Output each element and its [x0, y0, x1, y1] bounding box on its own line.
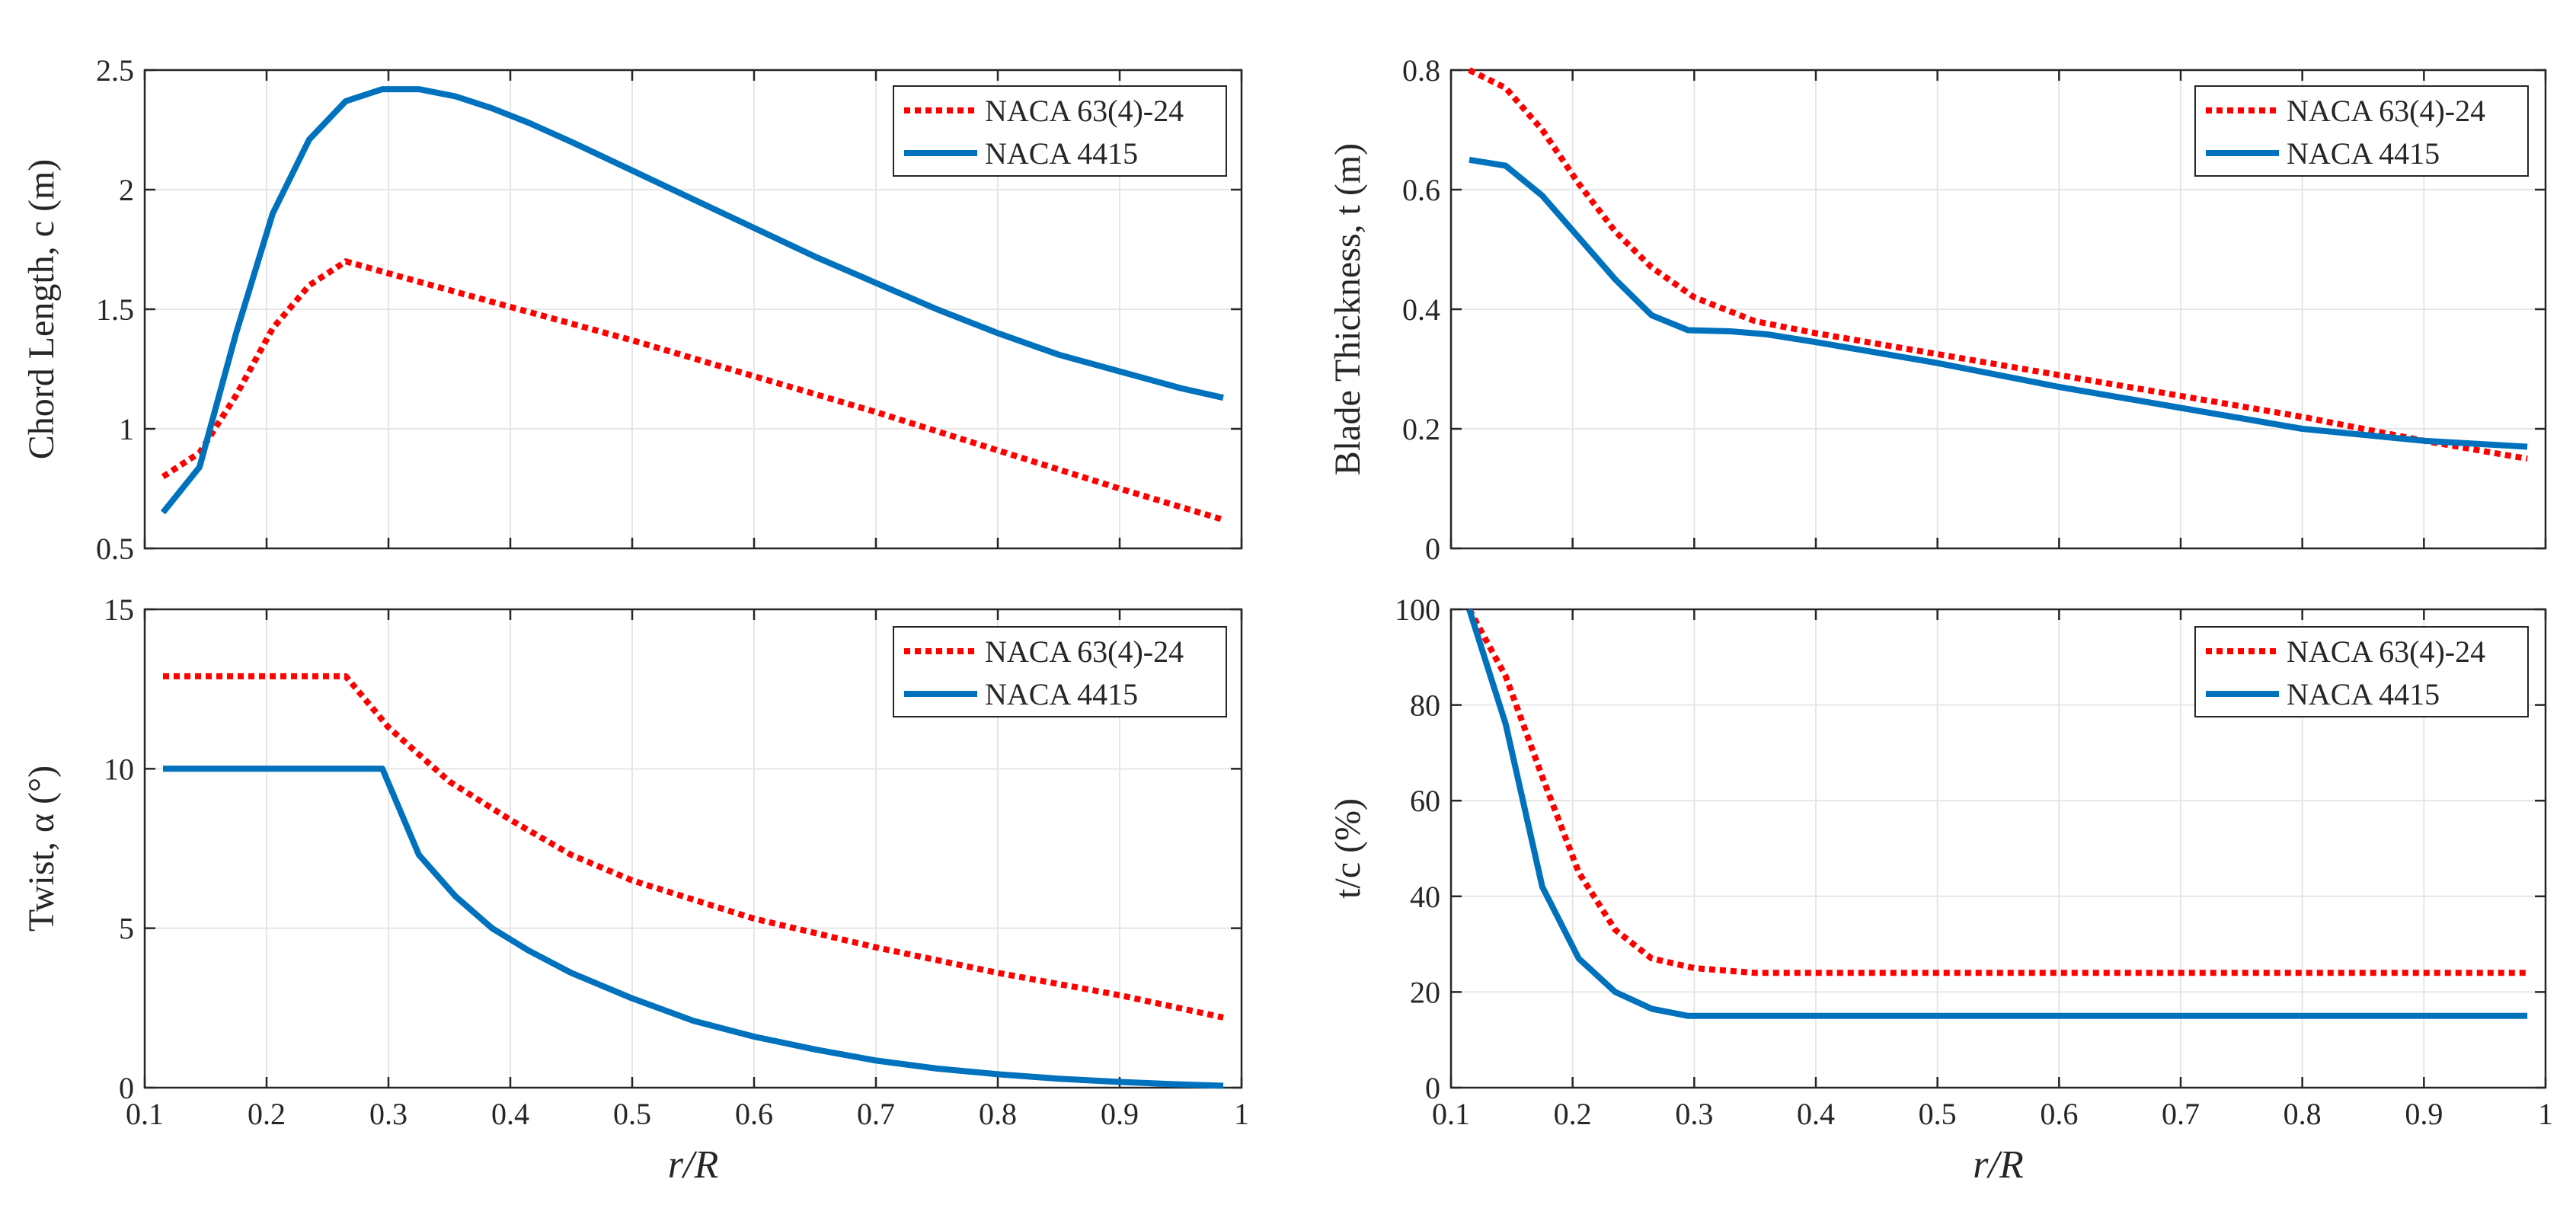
y-tick-label: 100: [1395, 593, 1440, 627]
x-tick-label: 0.7: [857, 1097, 895, 1131]
series-line-naca-63-4-24: [163, 673, 1224, 1021]
y-axis-label: Blade Thickness, t (m): [1328, 143, 1368, 475]
series-line-naca-4415: [163, 765, 1224, 1089]
series-line-naca-4415: [1466, 608, 2528, 1019]
y-tick-label: 5: [119, 912, 134, 946]
legend-label: NACA 63(4)-24: [2287, 634, 2485, 669]
x-tick-label: 0.5: [1919, 1097, 1957, 1131]
y-tick-label: 0: [119, 1071, 134, 1105]
x-tick-label: 1: [1234, 1097, 1249, 1131]
y-tick-label: 1.5: [96, 292, 134, 327]
x-axis-label: r/R: [1973, 1143, 2023, 1187]
legend-label: NACA 63(4)-24: [985, 94, 1184, 128]
y-tick-label: 2: [119, 173, 134, 207]
y-axis-label: Chord Length, c (m): [21, 159, 62, 460]
x-tick-label: 0.1: [1432, 1097, 1470, 1131]
chart-panel-bottom-left: 0.1 0.2 0.3 0.4 0.5 0.6 0.7 0.8 0.9 1051015Twist,…: [21, 593, 1249, 1187]
legend-box: [2194, 626, 2529, 717]
legend: NACA 63(4)-24 NACA 4415: [893, 85, 1227, 177]
y-tick-label: 40: [1410, 880, 1440, 914]
y-tick-label: 2.5: [96, 53, 134, 88]
x-tick-label: 0.3: [1675, 1097, 1713, 1131]
legend-label: NACA 4415: [985, 677, 1138, 711]
series-line-naca-63-4-24: [1466, 608, 2528, 976]
legend-box: [893, 626, 1227, 717]
y-tick-label: 0.6: [1402, 173, 1440, 207]
x-tick-label: 1: [2538, 1097, 2553, 1131]
y-tick-label: 0: [1425, 532, 1440, 566]
y-tick-label: 0.2: [1402, 412, 1440, 446]
legend: NACA 63(4)-24 NACA 4415: [893, 626, 1227, 717]
x-tick-label: 0.2: [248, 1097, 286, 1131]
y-tick-label: 60: [1410, 784, 1440, 818]
y-axis-label: t/c (%): [1328, 798, 1368, 899]
axes-box: [143, 608, 1243, 1089]
legend-box: [2194, 85, 2529, 177]
chart-panel-top-left: 0.5 1 1.5 2 2.5 Chord Length, c (m) NACA 63(4)…: [21, 53, 1243, 566]
y-axis-label: Twist, α (°): [21, 765, 62, 932]
y-tick-label: 20: [1410, 975, 1440, 1009]
legend-label: NACA 4415: [985, 136, 1138, 171]
legend-label: NACA 4415: [2287, 677, 2440, 711]
x-tick-label: 0.4: [491, 1097, 529, 1131]
x-tick-label: 0.4: [1797, 1097, 1835, 1131]
x-tick-label: 0.6: [735, 1097, 773, 1131]
series-line-naca-63-4-24: [1468, 67, 2528, 462]
chart-panel-top-right: 0 0.2 0.4 0.6 0.8 Blade Thickness, t (m) NACA …: [1328, 53, 2547, 566]
series-line-naca-63-4-24: [161, 258, 1225, 523]
y-tick-label: 0.5: [96, 532, 134, 566]
series-line-naca-4415: [1469, 156, 2528, 450]
y-tick-label: 0.8: [1402, 53, 1440, 88]
y-tick-label: 1: [119, 412, 134, 446]
y-tick-label: 0.4: [1402, 292, 1440, 327]
legend: NACA 63(4)-24 NACA 4415: [2194, 626, 2529, 717]
x-tick-label: 0.5: [613, 1097, 651, 1131]
x-tick-label: 0.1: [126, 1097, 164, 1131]
legend-label: NACA 63(4)-24: [2287, 94, 2485, 128]
legend-label: NACA 4415: [2287, 136, 2440, 171]
y-tick-label: 15: [104, 593, 134, 627]
series-line-naca-4415: [160, 86, 1224, 515]
x-tick-label: 0.7: [2162, 1097, 2200, 1131]
x-tick-label: 0.3: [369, 1097, 407, 1131]
x-tick-label: 0.9: [2405, 1097, 2443, 1131]
x-tick-label: 0.2: [1554, 1097, 1592, 1131]
y-tick-label: 80: [1410, 689, 1440, 723]
x-axis-label: r/R: [668, 1143, 718, 1187]
x-tick-label: 0.8: [2284, 1097, 2322, 1131]
axes-box: [1449, 608, 2547, 1089]
x-tick-label: 0.8: [979, 1097, 1017, 1131]
legend: NACA 63(4)-24 NACA 4415: [2194, 85, 2529, 177]
legend-label: NACA 63(4)-24: [985, 634, 1184, 669]
y-tick-label: 0: [1425, 1071, 1440, 1105]
x-tick-label: 0.6: [2040, 1097, 2078, 1131]
x-tick-label: 0.9: [1101, 1097, 1139, 1131]
chart-panel-bottom-right: 0.1 0.2 0.3 0.4 0.5 0.6 0.7 0.8 0.9 1 0 20 40 60 80 100…: [1328, 593, 2553, 1187]
y-tick-label: 10: [104, 752, 134, 786]
legend-box: [893, 85, 1227, 177]
